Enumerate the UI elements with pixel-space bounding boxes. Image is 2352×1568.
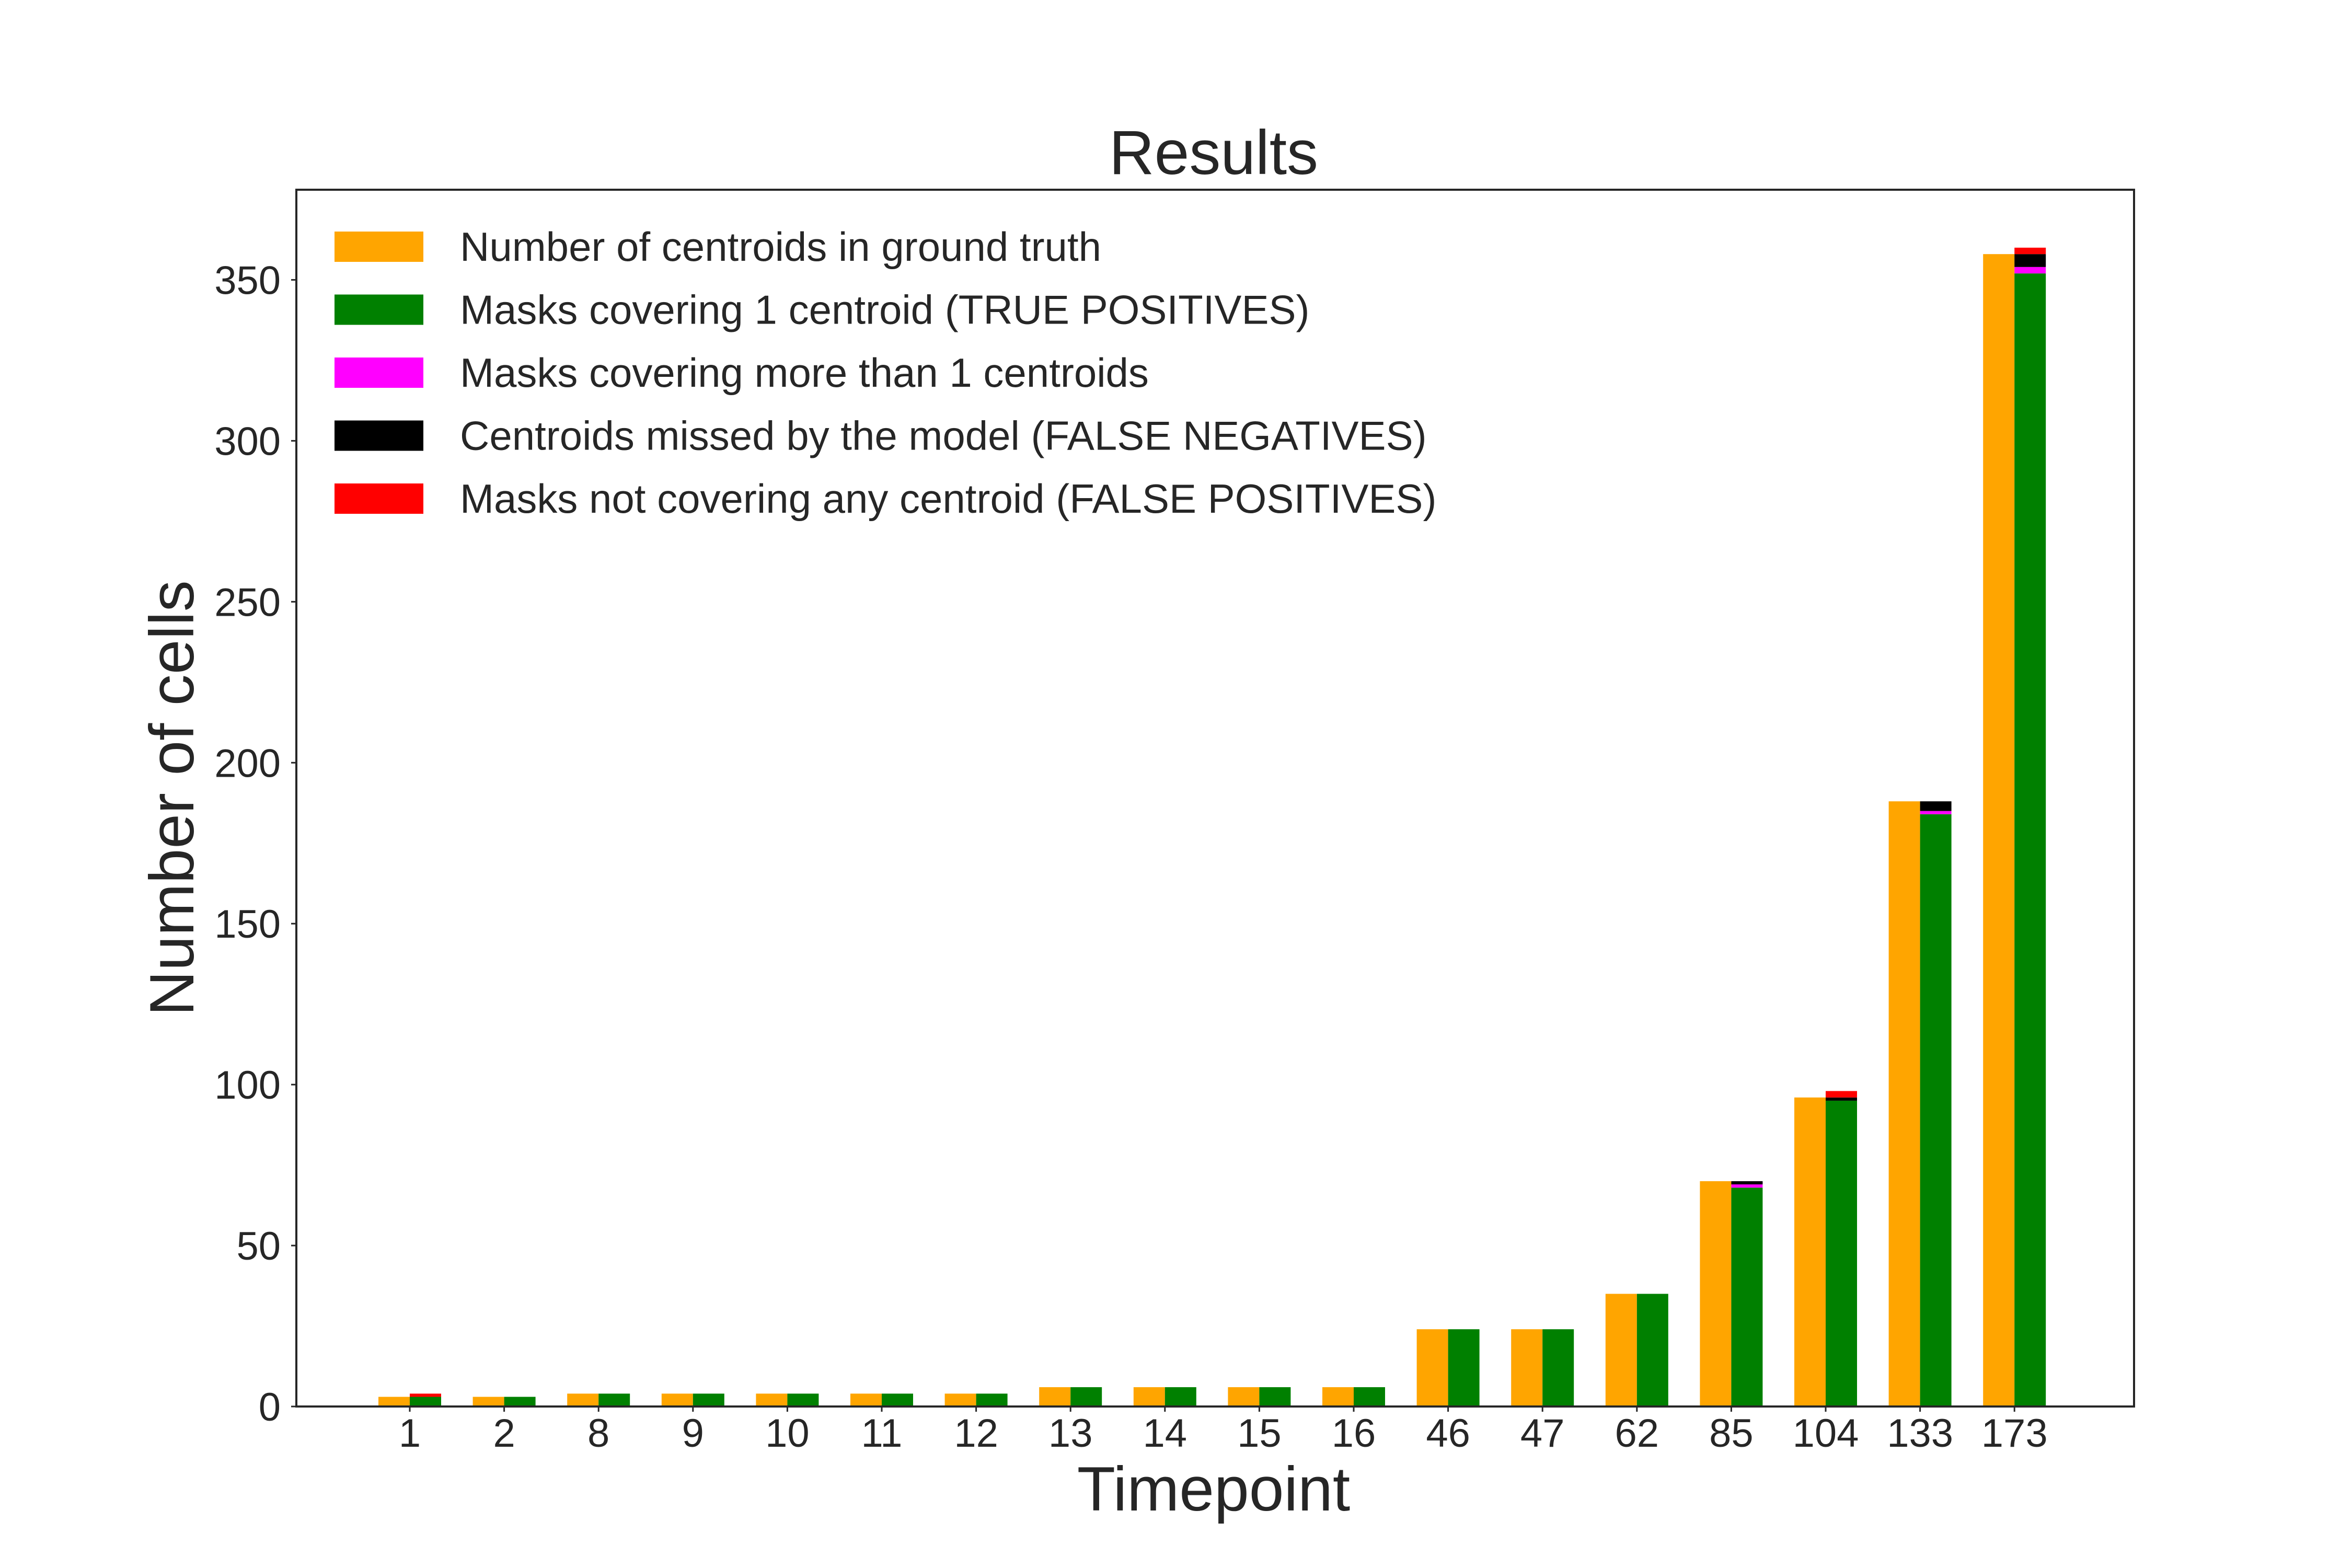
y-tick-label: 0 [259,1385,281,1429]
bar-ground-truth-15 [1228,1387,1260,1406]
x-tick-label: 1 [399,1411,421,1456]
bar-true-positives-85 [1731,1187,1763,1406]
bar-true-positives-47 [1542,1329,1574,1406]
x-axis-ticks: 1 2 8 9 10 11 12 13 14 15 16 46 47 62 85 104 133 173 [399,1406,2048,1456]
bar-multi-centroid-133 [1920,811,1952,814]
bar-ground-truth-104 [1794,1097,1826,1406]
x-tick-label: 12 [954,1411,998,1456]
legend-swatch-true-positives [335,294,423,325]
chart-title: Results [1109,118,1318,188]
x-tick-label: 14 [1143,1411,1187,1456]
x-tick-label: 133 [1887,1411,1953,1456]
bar-true-positives-13 [1070,1387,1102,1406]
bars-group [378,247,2046,1407]
y-tick-label: 100 [214,1063,281,1108]
plot-area-frame [295,189,2135,1408]
bar-ground-truth-12 [944,1393,976,1406]
bar-true-positives-133 [1920,814,1952,1406]
bar-true-positives-9 [693,1393,724,1406]
bar-multi-centroid-173 [2014,267,2046,274]
bar-false-positives-173 [2014,247,2046,255]
bar-true-positives-14 [1165,1387,1196,1406]
x-tick-label: 47 [1520,1411,1565,1456]
bar-ground-truth-16 [1322,1387,1354,1406]
bar-false-negatives-104 [1826,1097,1857,1101]
bar-true-positives-10 [787,1393,819,1406]
y-tick-label: 50 [236,1224,281,1269]
bar-ground-truth-85 [1700,1181,1732,1406]
legend-swatch-false-negatives [335,420,423,451]
legend-swatch-false-positives [335,483,423,514]
bar-false-negatives-173 [2014,254,2046,267]
legend-swatch-ground-truth [335,232,423,262]
bar-ground-truth-13 [1039,1387,1071,1406]
bar-ground-truth-47 [1511,1329,1543,1406]
bar-true-positives-16 [1354,1387,1385,1406]
bar-ground-truth-133 [1888,801,1920,1406]
legend-label-true-positives: Masks covering 1 centroid (TRUE POSITIVE… [460,287,1309,333]
bar-true-positives-2 [504,1397,536,1406]
bar-ground-truth-9 [661,1393,693,1406]
bar-true-positives-62 [1636,1294,1668,1406]
y-tick-label: 300 [214,419,281,464]
bar-true-positives-104 [1826,1100,1857,1406]
x-tick-label: 10 [765,1411,810,1456]
y-tick-label: 350 [214,258,281,303]
x-tick-label: 8 [587,1411,609,1456]
bar-true-positives-1 [410,1397,441,1406]
legend-label-false-negatives: Centroids missed by the model (FALSE NEG… [460,413,1427,459]
bar-multi-centroid-85 [1731,1184,1763,1188]
x-axis-title: Timepoint [1077,1454,1350,1524]
y-axis-title: Number of cells [137,580,207,1016]
y-tick-label: 150 [214,902,281,947]
bar-ground-truth-173 [1983,254,2015,1407]
bar-false-positives-1 [410,1393,441,1397]
legend-swatch-multi-centroid [335,358,423,388]
legend-label-multi-centroid: Masks covering more than 1 centroids [460,350,1149,396]
y-axis-ticks: 0 50 100 150 200 250 300 350 [214,258,296,1429]
x-tick-label: 104 [1793,1411,1859,1456]
bar-false-positives-104 [1826,1091,1857,1098]
legend-label-false-positives: Masks not covering any centroid (FALSE P… [460,476,1436,522]
bar-false-negatives-133 [1920,801,1952,811]
x-tick-label: 9 [682,1411,704,1456]
y-tick-label: 250 [214,580,281,625]
x-tick-label: 13 [1048,1411,1093,1456]
bar-ground-truth-10 [756,1393,788,1406]
y-tick-label: 200 [214,741,281,786]
bar-ground-truth-2 [472,1397,504,1406]
bar-ground-truth-14 [1133,1387,1165,1406]
bar-false-negatives-85 [1731,1181,1763,1185]
x-tick-label: 2 [493,1411,515,1456]
x-tick-label: 16 [1332,1411,1376,1456]
bar-ground-truth-11 [850,1393,882,1406]
bar-true-positives-15 [1259,1387,1291,1406]
bar-ground-truth-46 [1416,1329,1448,1406]
x-tick-label: 62 [1615,1411,1659,1456]
x-tick-label: 46 [1426,1411,1470,1456]
legend-label-ground-truth: Number of centroids in ground truth [460,224,1101,270]
bar-ground-truth-62 [1605,1294,1637,1406]
bar-ground-truth-8 [567,1393,599,1406]
legend: Number of centroids in ground truth Masks… [335,224,1436,522]
x-tick-label: 85 [1709,1411,1754,1456]
bar-true-positives-12 [976,1393,1008,1406]
bar-true-positives-46 [1448,1329,1480,1406]
x-tick-label: 11 [861,1411,903,1456]
bar-true-positives-173 [2014,273,2046,1407]
bar-true-positives-8 [598,1393,630,1406]
x-tick-label: 173 [1981,1411,2048,1456]
x-tick-label: 15 [1237,1411,1282,1456]
bar-true-positives-11 [882,1393,913,1406]
bar-ground-truth-1 [378,1397,410,1406]
